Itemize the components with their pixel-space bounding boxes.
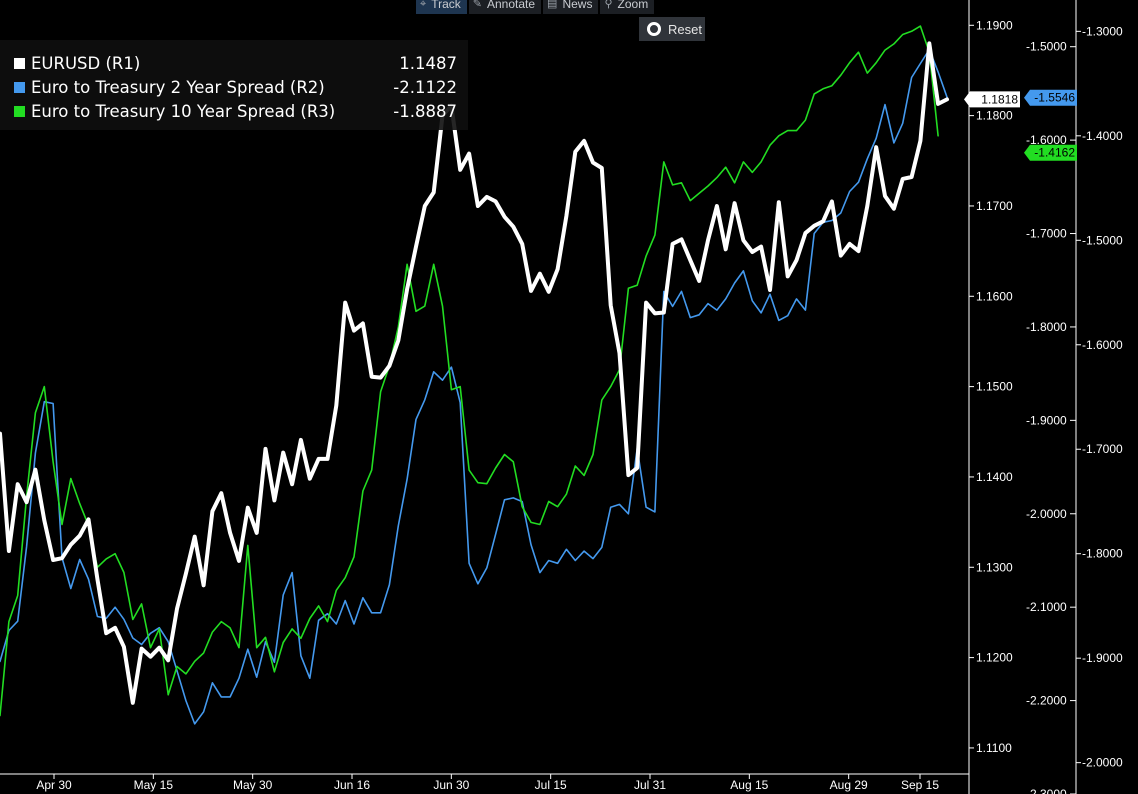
legend-series-value: -1.8887 bbox=[393, 102, 457, 121]
annotate-button[interactable]: ✎ Annotate bbox=[468, 0, 542, 14]
x-tick-label: Jul 31 bbox=[634, 778, 666, 792]
legend-swatch bbox=[14, 58, 25, 69]
tick-label-r1: 1.1500 bbox=[976, 380, 1013, 394]
tick-label-r2: -2.0000 bbox=[1026, 507, 1067, 521]
legend-series-value: -2.1122 bbox=[393, 78, 457, 97]
tick-label-r1: 1.1800 bbox=[976, 109, 1013, 123]
last-value-tags: 1.1818 -1.5546 -1.4162 bbox=[964, 89, 1077, 161]
last-value-label-r3: -1.4162 bbox=[1034, 146, 1075, 160]
tick-label-r3: -1.8000 bbox=[1082, 547, 1123, 561]
legend-series-value: 1.1487 bbox=[399, 54, 457, 73]
legend-series-name: Euro to Treasury 10 Year Spread (R3) bbox=[31, 102, 336, 121]
tick-label-r1: 1.1100 bbox=[976, 741, 1012, 755]
axis-lines bbox=[0, 0, 1077, 794]
tick-label-r2: -1.6000 bbox=[1026, 133, 1067, 147]
tick-label-r2: -1.8000 bbox=[1026, 320, 1067, 334]
chart-toolbar: ⌖ Track ✎ Annotate ▤ News ⚲ Zoom bbox=[416, 0, 656, 14]
annotate-label: Annotate bbox=[486, 0, 536, 11]
last-value-tag-r1 bbox=[964, 91, 1020, 108]
legend-swatch bbox=[14, 82, 25, 93]
legend-series-name: EURUSD (R1) bbox=[31, 54, 141, 73]
legend-item-10y-spread[interactable]: Euro to Treasury 10 Year Spread (R3) -1.… bbox=[0, 100, 468, 124]
news-button[interactable]: ▤ News bbox=[543, 0, 599, 14]
legend-item-eurusd[interactable]: EURUSD (R1) 1.1487 bbox=[0, 52, 468, 76]
pencil-icon: ✎ bbox=[472, 0, 482, 10]
reset-icon bbox=[647, 22, 661, 36]
tick-label-r1: 1.1600 bbox=[976, 289, 1013, 303]
tick-label-r2: -2.3000 bbox=[1026, 787, 1067, 794]
tick-label-r3: -1.4000 bbox=[1082, 129, 1123, 143]
tick-label-r3: -1.5000 bbox=[1082, 233, 1123, 247]
tick-label-r1: 1.1300 bbox=[976, 560, 1013, 574]
legend-swatch bbox=[14, 106, 25, 117]
tick-label-r1: 1.1200 bbox=[976, 651, 1013, 665]
tick-label-r1: 1.1400 bbox=[976, 470, 1013, 484]
x-axis: Apr 30 May 15 May 30 Jun 16 Jun 30 Jul 15 Jul … bbox=[36, 774, 939, 792]
zoom-button[interactable]: ⚲ Zoom bbox=[600, 0, 655, 14]
tick-label-r1: 1.1700 bbox=[976, 199, 1013, 213]
x-tick-label: Jun 16 bbox=[334, 778, 370, 792]
tick-label-r3: -1.7000 bbox=[1082, 442, 1123, 456]
legend-item-2y-spread[interactable]: Euro to Treasury 2 Year Spread (R2) -2.1… bbox=[0, 76, 468, 100]
news-icon: ▤ bbox=[547, 0, 558, 10]
legend: EURUSD (R1) 1.1487 Euro to Treasury 2 Ye… bbox=[0, 40, 468, 130]
last-value-label-r2: -1.5546 bbox=[1034, 91, 1075, 105]
tick-label-r3: -2.0000 bbox=[1082, 756, 1123, 770]
legend-series-name: Euro to Treasury 2 Year Spread (R2) bbox=[31, 78, 325, 97]
series-lines bbox=[0, 25, 949, 725]
x-tick-label: Jul 15 bbox=[535, 778, 567, 792]
zoom-label: Zoom bbox=[617, 0, 649, 11]
series-line-r3 bbox=[0, 25, 939, 717]
tick-label-r2: -1.5000 bbox=[1026, 40, 1067, 54]
tick-label-r2: -1.9000 bbox=[1026, 413, 1067, 427]
tick-label-r1: 1.1900 bbox=[976, 18, 1013, 32]
tick-label-r2: -2.1000 bbox=[1026, 600, 1067, 614]
tick-label-r2: -2.2000 bbox=[1026, 694, 1067, 708]
last-value-label-r1: 1.1818 bbox=[981, 92, 1018, 106]
tick-label-r3: -1.3000 bbox=[1082, 24, 1123, 38]
track-label: Track bbox=[431, 0, 461, 11]
x-tick-label: May 30 bbox=[233, 778, 273, 792]
axis-r3: -1.3000 -1.4000 -1.5000 -1.6000 -1.7000 -1.80… bbox=[1076, 24, 1123, 770]
last-value-tag-r3 bbox=[1024, 144, 1077, 161]
magnifier-icon: ⚲ bbox=[604, 0, 613, 10]
tick-label-r3: -1.6000 bbox=[1082, 338, 1123, 352]
crosshair-icon: ⌖ bbox=[420, 0, 427, 10]
tick-label-r3: -1.9000 bbox=[1082, 651, 1123, 665]
x-tick-label: Jun 30 bbox=[433, 778, 469, 792]
x-tick-label: Aug 29 bbox=[830, 778, 868, 792]
series-line-r2 bbox=[0, 48, 948, 725]
news-label: News bbox=[562, 0, 593, 11]
x-tick-label: Apr 30 bbox=[36, 778, 72, 792]
series-line-r1 bbox=[0, 41, 949, 705]
last-value-tag-r2 bbox=[1024, 89, 1077, 106]
axis-r1: 1.1900 1.1800 1.1700 1.1600 1.1500 1.1400 1.13… bbox=[969, 18, 1013, 755]
reset-label: Reset bbox=[668, 21, 702, 37]
axis-r2: -1.5000 -1.6000 -1.7000 -1.8000 -1.9000 -2.00… bbox=[1026, 40, 1076, 794]
track-button[interactable]: ⌖ Track bbox=[416, 0, 467, 14]
tick-label-r2: -1.7000 bbox=[1026, 227, 1067, 241]
x-tick-label: Aug 15 bbox=[730, 778, 768, 792]
x-tick-label: Sep 15 bbox=[901, 778, 939, 792]
reset-button[interactable]: Reset bbox=[639, 17, 705, 41]
x-tick-label: May 15 bbox=[134, 778, 174, 792]
